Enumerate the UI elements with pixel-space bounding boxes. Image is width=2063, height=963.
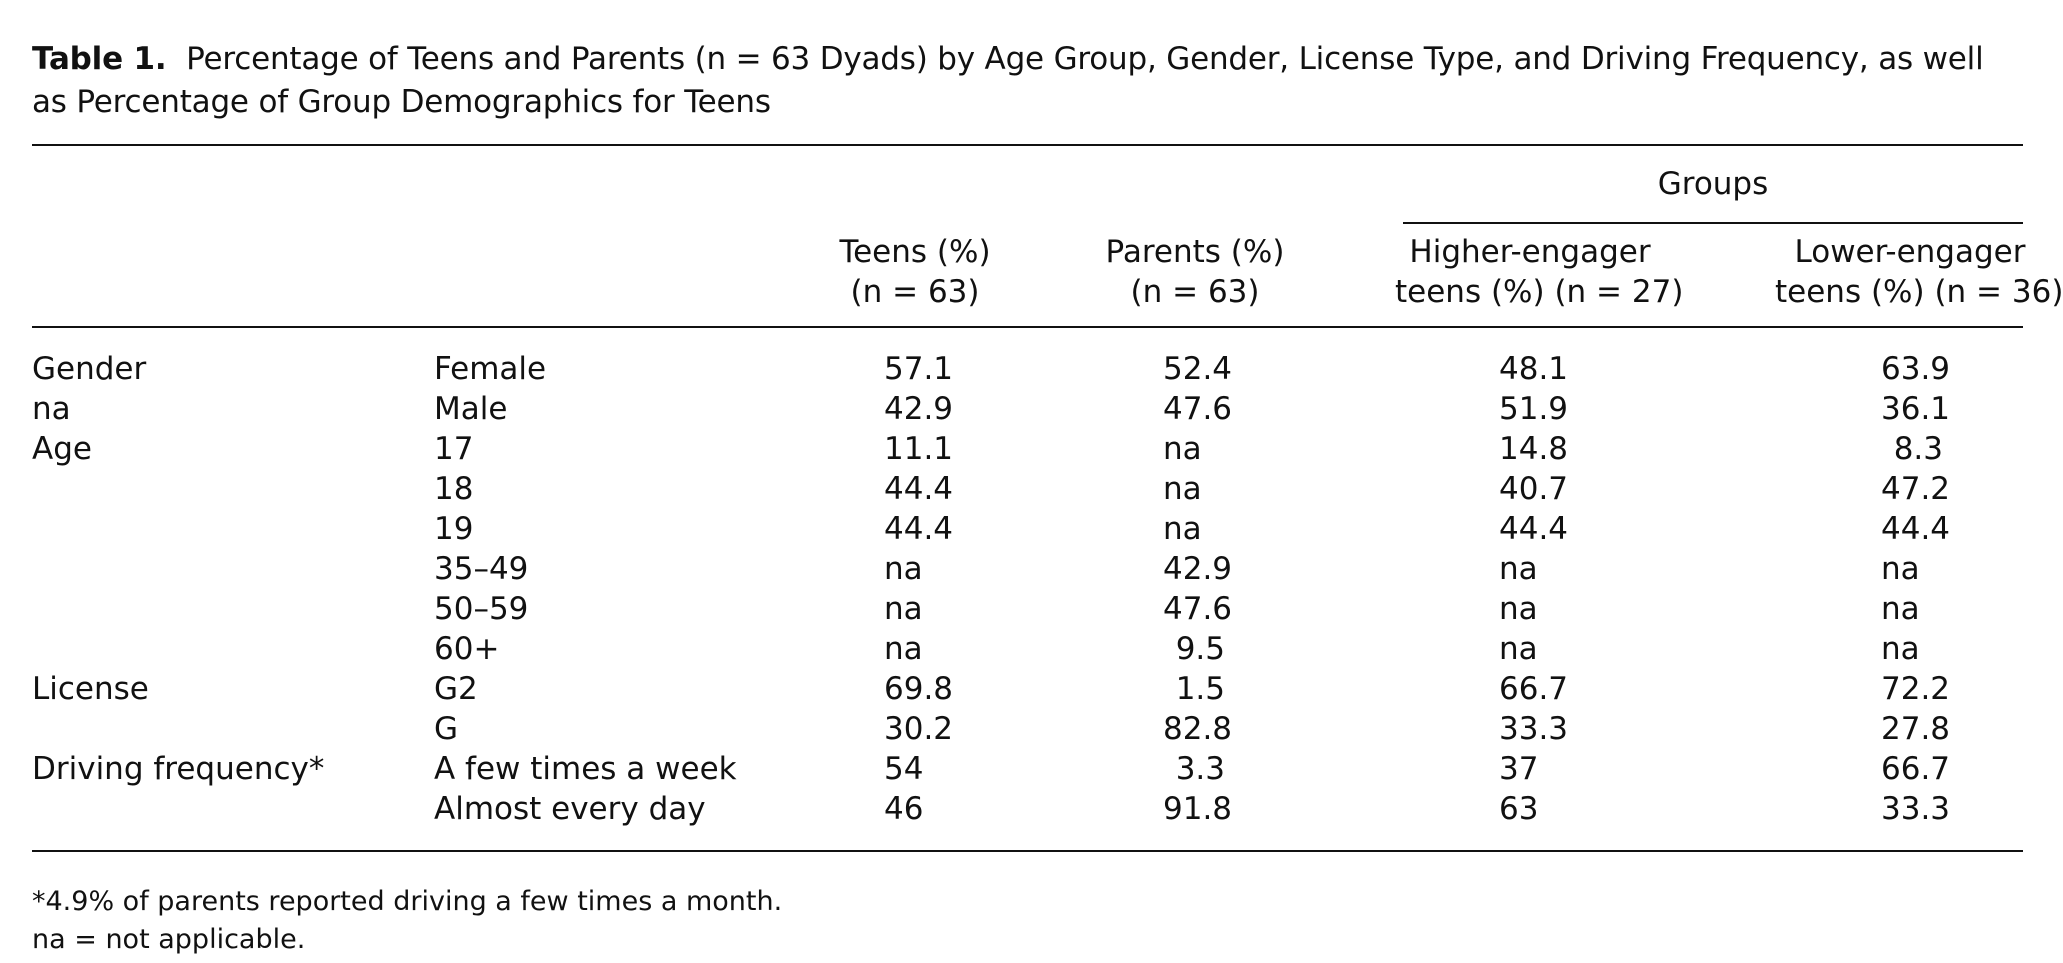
table-row: 35–49 na 42.9 na na	[0, 549, 2063, 589]
cell-teens: 57.1	[884, 351, 954, 387]
cell-teens: 30.2	[884, 711, 954, 747]
cell-teens: 69.8	[884, 671, 954, 707]
cell-parents: 91.8	[1163, 791, 1233, 827]
row-category: na	[32, 391, 71, 427]
column-header-lower-line2: teens (%) (n = 36)	[1775, 274, 2063, 310]
row-subgroup: Almost every day	[434, 791, 706, 827]
cell-higher: 14.8	[1499, 431, 1569, 467]
row-subgroup: A few times a week	[434, 751, 737, 787]
cell-lower: 44.4	[1881, 511, 1951, 547]
cell-lower: na	[1881, 591, 1920, 627]
table-row: na Male 42.9 47.6 51.9 36.1	[0, 389, 2063, 429]
row-subgroup: Female	[434, 351, 547, 387]
cell-higher: na	[1499, 631, 1538, 667]
table-row: Age 17 11.1 na 14.8 8.3	[0, 429, 2063, 469]
cell-higher: 48.1	[1499, 351, 1569, 387]
cell-parents: 9.5	[1175, 631, 1225, 667]
cell-higher: na	[1499, 551, 1538, 587]
row-subgroup: G2	[434, 671, 478, 707]
cell-parents: 52.4	[1163, 351, 1233, 387]
cell-parents: na	[1163, 511, 1202, 547]
table-row: Almost every day 46 91.8 63 33.3	[0, 789, 2063, 829]
table-top-rule	[32, 144, 2023, 146]
table-row: Driving frequency* A few times a week 54…	[0, 749, 2063, 789]
cell-teens: 11.1	[884, 431, 954, 467]
cell-parents: 42.9	[1163, 551, 1233, 587]
cell-teens: 54	[884, 751, 924, 787]
table-bottom-rule	[32, 850, 2023, 852]
cell-teens: 44.4	[884, 511, 954, 547]
groups-header: Groups	[1657, 166, 1769, 202]
cell-lower: 63.9	[1881, 351, 1951, 387]
cell-higher: 63	[1499, 791, 1539, 827]
cell-parents: 3.3	[1175, 751, 1225, 787]
cell-parents: na	[1163, 431, 1202, 467]
cell-lower: 36.1	[1881, 391, 1951, 427]
column-header-higher-line1: Higher-engager	[1409, 234, 1651, 270]
cell-teens: 46	[884, 791, 924, 827]
column-header-teens: Teens (%) (n = 63)	[820, 232, 1010, 312]
cell-teens: na	[884, 591, 923, 627]
table-row: License G2 69.8 1.5 66.7 72.2	[0, 669, 2063, 709]
row-subgroup: 50–59	[434, 591, 529, 627]
column-header-higher-engager: Higher-engager teens (%) (n = 27)	[1395, 232, 1684, 312]
cell-lower: 72.2	[1881, 671, 1951, 707]
row-subgroup: 18	[434, 471, 474, 507]
cell-lower: 66.7	[1881, 751, 1951, 787]
cell-parents: 47.6	[1163, 591, 1233, 627]
row-subgroup: 35–49	[434, 551, 529, 587]
cell-higher: 37	[1499, 751, 1539, 787]
cell-higher: 51.9	[1499, 391, 1569, 427]
cell-lower: na	[1881, 551, 1920, 587]
cell-parents: 47.6	[1163, 391, 1233, 427]
cell-lower: 33.3	[1881, 791, 1951, 827]
table-row: 60+ na 9.5 na na	[0, 629, 2063, 669]
row-subgroup: 17	[434, 431, 474, 467]
table-row: Gender Female 57.1 52.4 48.1 63.9	[0, 349, 2063, 389]
table-caption: Table 1. Percentage of Teens and Parents…	[32, 38, 2022, 124]
table-label: Table 1.	[32, 41, 167, 77]
cell-higher: 44.4	[1499, 511, 1569, 547]
column-header-teens-line2: (n = 63)	[850, 274, 980, 310]
cell-lower: 47.2	[1881, 471, 1951, 507]
column-header-teens-line1: Teens (%)	[839, 234, 991, 270]
row-subgroup: Male	[434, 391, 508, 427]
column-header-higher-line2: teens (%) (n = 27)	[1395, 274, 1684, 310]
column-header-parents-line2: (n = 63)	[1130, 274, 1260, 310]
column-header-parents-line1: Parents (%)	[1105, 234, 1285, 270]
table-title: Percentage of Teens and Parents (n = 63 …	[32, 41, 1984, 120]
header-bottom-rule	[32, 326, 2023, 328]
cell-higher: 40.7	[1499, 471, 1569, 507]
cell-higher: 66.7	[1499, 671, 1569, 707]
row-subgroup: 60+	[434, 631, 500, 667]
cell-teens: na	[884, 631, 923, 667]
footnote-driving-frequency: *4.9% of parents reported driving a few …	[32, 886, 783, 917]
cell-teens: 44.4	[884, 471, 954, 507]
cell-parents: 1.5	[1175, 671, 1225, 707]
table-row: G 30.2 82.8 33.3 27.8	[0, 709, 2063, 749]
cell-higher: 33.3	[1499, 711, 1569, 747]
cell-teens: 42.9	[884, 391, 954, 427]
footnote-na: na = not applicable.	[32, 924, 306, 955]
row-subgroup: 19	[434, 511, 474, 547]
column-header-parents: Parents (%) (n = 63)	[1090, 232, 1300, 312]
row-category: Driving frequency*	[32, 751, 325, 787]
cell-lower: na	[1881, 631, 1920, 667]
table-row: 18 44.4 na 40.7 47.2	[0, 469, 2063, 509]
cell-lower: 8.3	[1893, 431, 1943, 467]
cell-parents: 82.8	[1163, 711, 1233, 747]
cell-teens: na	[884, 551, 923, 587]
cell-lower: 27.8	[1881, 711, 1951, 747]
row-category: Gender	[32, 351, 147, 387]
row-category: License	[32, 671, 149, 707]
row-subgroup: G	[434, 711, 459, 747]
cell-parents: na	[1163, 471, 1202, 507]
row-category: Age	[32, 431, 92, 467]
table-row: 50–59 na 47.6 na na	[0, 589, 2063, 629]
cell-higher: na	[1499, 591, 1538, 627]
column-header-lower-engager: Lower-engager teens (%) (n = 36)	[1775, 232, 2063, 312]
table-row: 19 44.4 na 44.4 44.4	[0, 509, 2063, 549]
column-header-lower-line1: Lower-engager	[1794, 234, 2026, 270]
groups-rule	[1403, 222, 2023, 224]
